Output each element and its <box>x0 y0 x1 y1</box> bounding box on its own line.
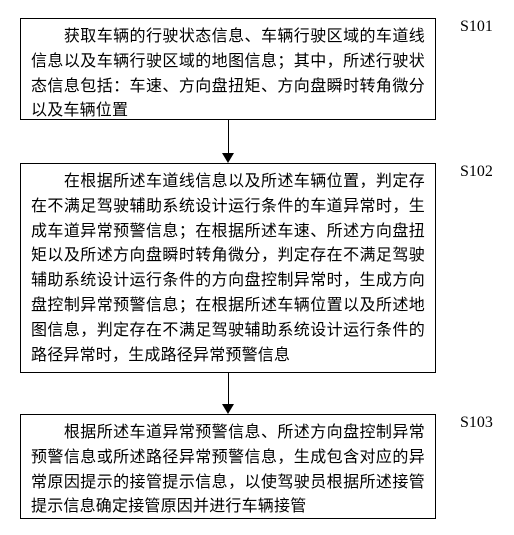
flow-node-text: 获取车辆的行驶状态信息、车辆行驶区域的车道线信息以及车辆行驶区域的地图信息；其中… <box>31 25 425 124</box>
flow-node-s101: 获取车辆的行驶状态信息、车辆行驶区域的车道线信息以及车辆行驶区域的地图信息；其中… <box>20 18 436 120</box>
arrow-line <box>228 120 229 153</box>
flowchart-canvas: 获取车辆的行驶状态信息、车辆行驶区域的车道线信息以及车辆行驶区域的地图信息；其中… <box>0 0 514 535</box>
flow-label-s102: S102 <box>460 163 493 181</box>
arrow-line <box>228 373 229 404</box>
flow-node-s103: 根据所述车道异常预警信息、所述方向盘控制异常预警信息或所述路径异常预警信息，生成… <box>20 414 436 519</box>
arrow-head-icon <box>222 153 234 163</box>
arrow-head-icon <box>222 404 234 414</box>
flow-node-text: 根据所述车道异常预警信息、所述方向盘控制异常预警信息或所述路径异常预警信息，生成… <box>31 421 425 520</box>
flow-node-s102: 在根据所述车道线信息以及所述车辆位置，判定存在不满足驾驶辅助系统设计运行条件的车… <box>20 163 436 373</box>
flow-label-s101: S101 <box>460 18 493 36</box>
flow-label-s103: S103 <box>460 414 493 432</box>
flow-node-text: 在根据所述车道线信息以及所述车辆位置，判定存在不满足驾驶辅助系统设计运行条件的车… <box>31 170 425 368</box>
